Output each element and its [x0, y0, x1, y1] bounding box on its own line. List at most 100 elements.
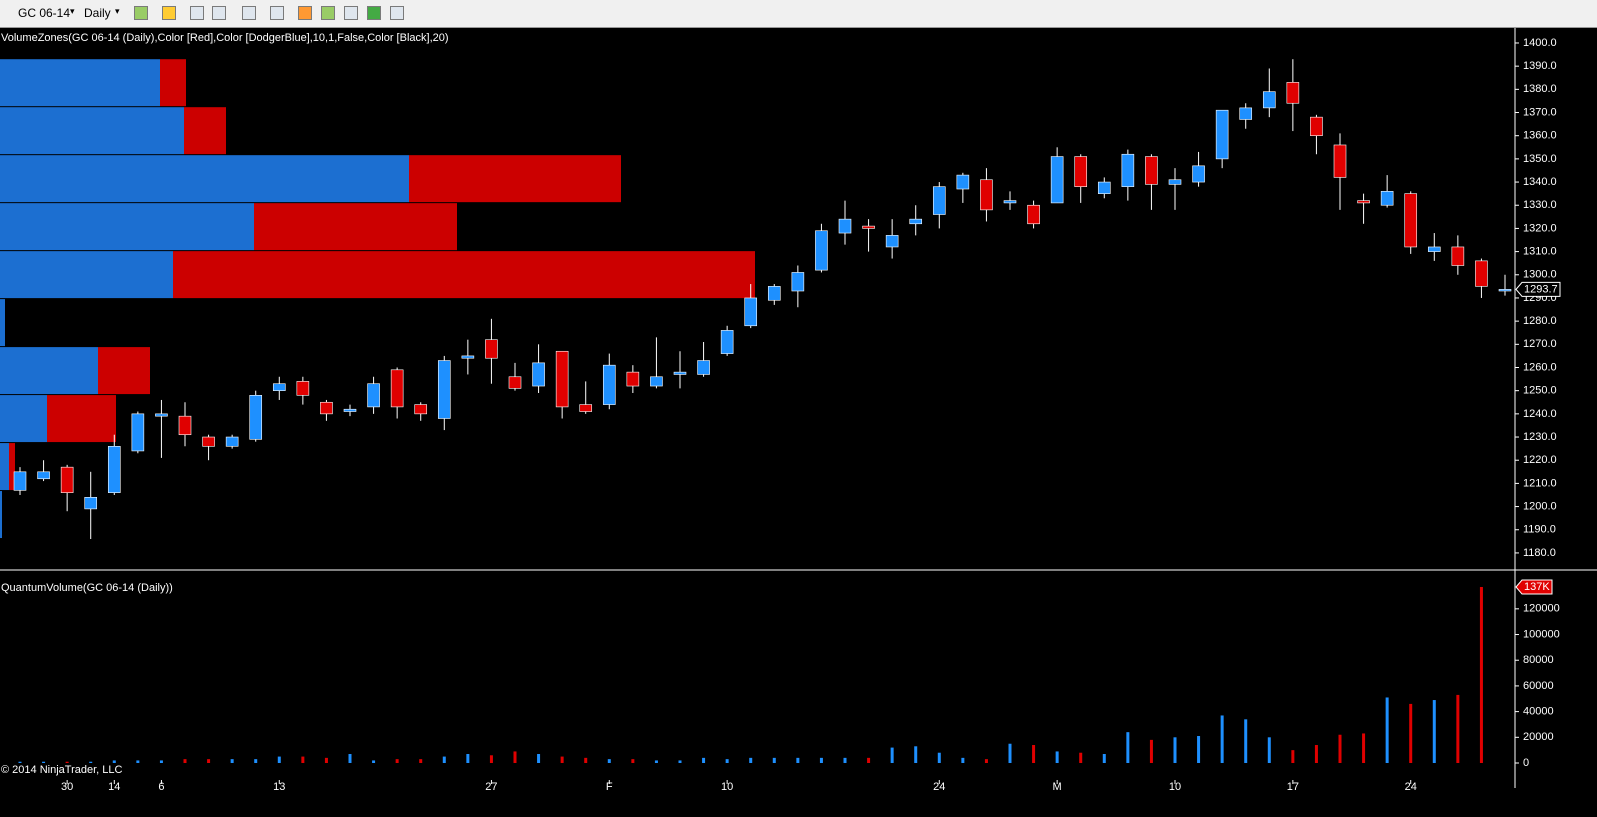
bar-type-button[interactable] — [134, 6, 148, 20]
candle-body — [602, 364, 616, 405]
candle-body — [1050, 156, 1064, 204]
volume-bar — [819, 757, 823, 763]
candle-body — [1427, 246, 1441, 252]
volume-bar — [136, 760, 140, 763]
pointer-button[interactable] — [242, 6, 256, 20]
volume-bar — [749, 757, 753, 763]
y-tick-label: 20000 — [1523, 731, 1554, 743]
y-tick-label: 100000 — [1523, 628, 1560, 640]
indicator-button[interactable] — [321, 6, 335, 20]
volume-bar — [1126, 732, 1130, 763]
volume-bar — [207, 759, 211, 763]
candle-body — [791, 272, 805, 292]
candle-body — [178, 415, 192, 436]
y-tick-label: 1180.0 — [1523, 547, 1556, 559]
candle-body — [1074, 156, 1088, 187]
y-tick-label: 1400.0 — [1523, 37, 1557, 49]
candle-body — [1357, 200, 1370, 204]
interval[interactable]: Daily — [84, 6, 111, 20]
y-tick-label: 1310.0 — [1523, 246, 1557, 258]
volume-bar — [537, 754, 541, 763]
candle-body — [1380, 191, 1394, 206]
zone-down — [47, 395, 116, 443]
zone-up — [0, 491, 2, 539]
candle-body — [885, 235, 899, 248]
zoom-in-button[interactable] — [190, 6, 204, 20]
y-tick-label: 1280.0 — [1523, 315, 1557, 327]
candle-body — [485, 339, 498, 359]
volume-bar — [584, 757, 588, 763]
candle-body — [320, 401, 333, 415]
candle-body — [13, 471, 27, 491]
volume-bar — [159, 760, 163, 763]
candle-body — [1286, 82, 1300, 104]
x-tick-label: 27 — [485, 781, 497, 793]
properties-button[interactable] — [344, 6, 358, 20]
candle-body — [1451, 246, 1465, 266]
y-tick-label: 40000 — [1523, 706, 1554, 718]
zone-up — [0, 347, 98, 395]
candle-body — [697, 360, 710, 375]
dropdown-arrow[interactable]: ▾ — [115, 6, 120, 16]
zone-up — [0, 107, 184, 155]
strategy-button[interactable] — [298, 6, 312, 20]
y-tick-label: 1260.0 — [1523, 361, 1557, 373]
copyright: © 2014 NinjaTrader, LLC — [1, 764, 122, 776]
x-tick-label: 6 — [158, 781, 164, 793]
candle-body — [84, 497, 98, 510]
candle-body — [650, 376, 663, 387]
y-tick-label: 60000 — [1523, 680, 1554, 692]
search-button[interactable] — [270, 6, 284, 20]
x-tick-label: 30 — [61, 781, 73, 793]
volume-bar — [42, 761, 46, 763]
volume-bar — [1032, 745, 1036, 763]
x-tick-label: 24 — [933, 781, 945, 793]
y-tick-label: 1340.0 — [1523, 176, 1557, 188]
last-volume-label: 137K — [1524, 581, 1550, 593]
zone-up — [0, 251, 173, 299]
y-tick-label: 0 — [1523, 757, 1529, 769]
zone-down — [184, 107, 226, 155]
x-tick-label: M — [1053, 781, 1062, 793]
x-tick-label: 13 — [273, 781, 285, 793]
volume-bar — [18, 761, 22, 763]
volume-bar — [654, 760, 658, 763]
data-box-button[interactable] — [390, 6, 404, 20]
y-tick-label: 1350.0 — [1523, 153, 1557, 165]
volume-bar — [984, 759, 988, 763]
volume-bar — [843, 757, 847, 763]
x-tick-label: 24 — [1405, 781, 1417, 793]
x-tick-label: 14 — [108, 781, 120, 793]
dropdown-arrow[interactable]: ▾ — [70, 6, 75, 16]
volume-bar — [230, 759, 234, 763]
instrument[interactable]: GC 06-14 — [18, 6, 71, 20]
candle-body — [508, 376, 522, 389]
volume-bar — [324, 757, 328, 763]
volume-bar — [1479, 586, 1483, 763]
candle-body — [1333, 144, 1347, 178]
volume-bar — [796, 757, 800, 763]
candle-body — [1310, 116, 1323, 136]
indicator-title: VolumeZones(GC 06-14 (Daily),Color [Red]… — [1, 32, 449, 44]
volume-bar — [1338, 734, 1342, 763]
candle-body — [60, 466, 74, 493]
volume-bar — [89, 761, 93, 763]
candle-body — [980, 179, 993, 211]
volume-bar — [890, 747, 894, 763]
zone-up — [0, 395, 47, 443]
money-button[interactable] — [367, 6, 381, 20]
candle-body — [956, 174, 970, 190]
zone-down — [98, 347, 150, 395]
zone-up — [0, 443, 9, 491]
candle-body — [1121, 153, 1135, 187]
y-tick-label: 1220.0 — [1523, 454, 1557, 466]
candle-body — [909, 218, 923, 225]
zoom-out-button[interactable] — [212, 6, 226, 20]
volume-bar — [395, 759, 399, 763]
draw-button[interactable] — [162, 6, 176, 20]
candle-body — [390, 369, 404, 408]
volume-bar — [1456, 694, 1460, 763]
y-tick-label: 120000 — [1523, 603, 1560, 615]
volume-bar — [513, 751, 517, 763]
candle-body — [555, 350, 569, 408]
